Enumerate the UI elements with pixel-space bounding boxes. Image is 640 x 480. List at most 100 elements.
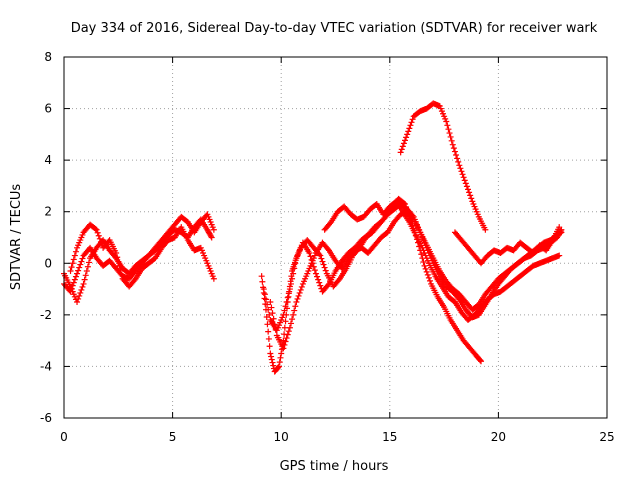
x-tick-labels: 0 5 10 15 20 25 [60,430,614,444]
y-tick-label: 6 [44,102,52,116]
data-point [67,268,74,275]
data-point [316,251,323,258]
x-tick-label: 15 [382,430,397,444]
data-point [282,318,289,325]
data-point [409,215,416,222]
data-point [72,273,79,280]
data-point [424,271,431,278]
data-point [451,148,458,155]
data-point [75,267,82,274]
y-tick-label: -6 [40,411,52,425]
data-point [77,289,84,296]
x-tick-label: 25 [599,430,614,444]
x-tick-label: 20 [491,430,506,444]
data-point [70,279,77,286]
data-point [317,252,324,259]
data-point [462,180,469,187]
data-point [282,303,289,310]
data-point [324,282,331,289]
plot-frame [63,56,608,419]
data-point [78,258,85,265]
x-axis-label: GPS time / hours [280,459,389,474]
data-point [403,134,410,141]
data-point [261,291,268,298]
data-point [83,268,90,275]
data-point [457,165,464,172]
data-point [418,251,425,258]
y-tick-label: -4 [40,359,52,373]
y-tick-label: 2 [44,205,52,219]
data-point [79,283,86,290]
data-point [406,125,413,132]
y-tick-label: 0 [44,256,52,270]
data-point [292,260,299,267]
data-point [264,321,271,328]
data-point [458,168,465,175]
data-point [285,328,292,335]
data-point [408,119,415,126]
data-point [260,286,267,293]
data-point [316,279,323,286]
data-point [466,189,473,196]
data-point [269,359,276,366]
series-track-1 [61,216,215,295]
data-point [449,141,456,148]
data-point [460,174,467,181]
data-point [306,249,313,256]
data-point [443,118,450,125]
data-point [82,272,89,279]
data-point [74,298,81,305]
data-point [459,171,466,178]
data-point [422,265,429,272]
y-tick-label: -2 [40,308,52,322]
data-point [265,328,272,335]
data-point [118,271,125,278]
data-point [265,335,272,342]
data-point [421,262,428,269]
data-point [287,320,294,327]
data-point [69,260,76,267]
data-point [293,298,300,305]
data-point [287,280,294,287]
data-point [311,267,318,274]
data-marks [61,100,565,375]
data-point [404,131,411,138]
data-point [79,255,86,262]
data-point [455,158,462,165]
data-point [282,338,289,345]
data-point [463,183,470,190]
series-track-9 [451,224,563,267]
y-tick-labels: -6 -4 -2 0 2 4 6 8 [40,50,52,425]
data-point [423,268,430,275]
data-point [289,316,296,323]
data-point [448,137,455,144]
data-point [81,276,88,283]
data-point [467,192,474,199]
data-point [317,282,324,289]
data-point [322,267,329,274]
data-point [425,274,432,281]
data-point [454,155,461,162]
data-point [447,133,454,140]
data-point [267,298,274,305]
data-point [461,177,468,184]
data-point [207,233,214,240]
data-point [117,267,124,274]
data-point [97,238,104,245]
data-point [292,303,299,310]
data-point [400,140,407,147]
data-point [80,280,87,287]
x-tick-label: 10 [274,430,289,444]
data-point [478,358,485,365]
data-point [297,286,304,293]
data-point [258,273,265,280]
data-point [407,122,414,129]
data-point [402,137,409,144]
data-point [268,353,275,360]
data-point [482,226,489,233]
data-point [210,275,217,282]
data-point [446,130,453,137]
data-point [280,345,287,352]
data-point [93,226,100,233]
y-tick-label: 8 [44,50,52,64]
